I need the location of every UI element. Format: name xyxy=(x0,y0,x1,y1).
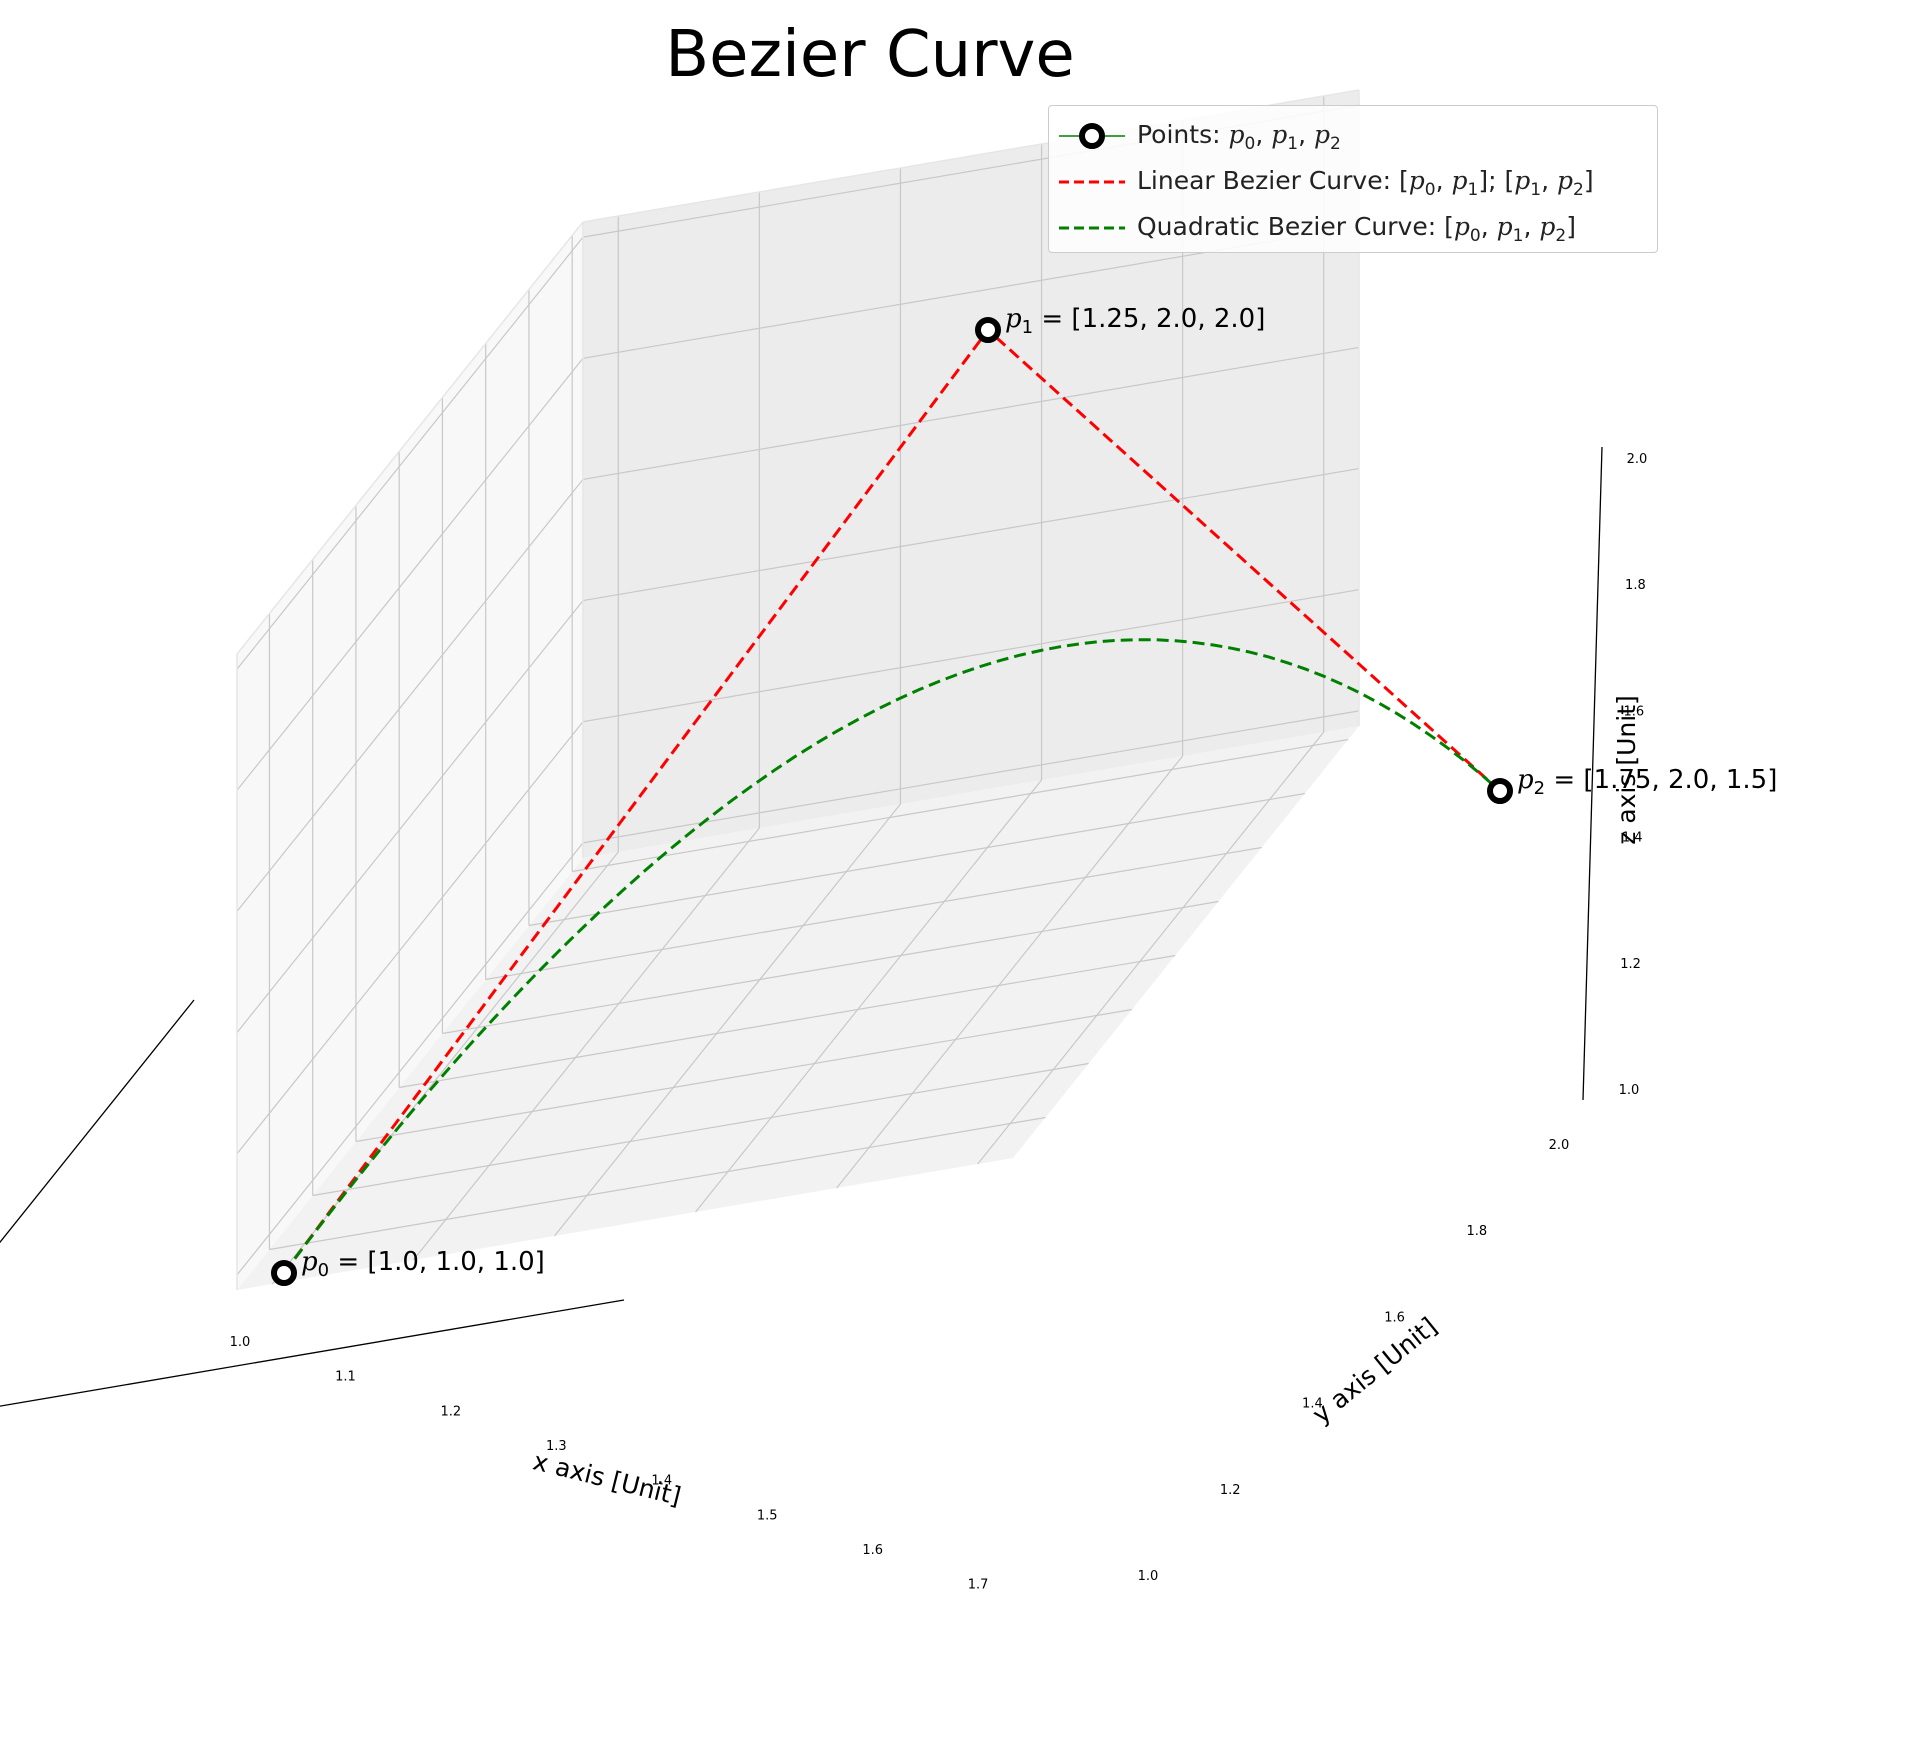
x-tick-label: 1.5 xyxy=(757,1508,778,1523)
y-tick-label: 1.2 xyxy=(1220,1483,1241,1498)
grid-line-z-back xyxy=(582,589,1360,723)
legend-item-linear: Linear Bezier Curve: [p0, p1]; [p1, p2] xyxy=(1049,160,1657,204)
point-label-p2: p2 = [1.75, 2.0, 1.5] xyxy=(1517,765,1777,799)
grid-line-x-floor xyxy=(269,1116,1046,1251)
y-tick-label: 1.8 xyxy=(1466,1224,1487,1239)
x-axis-line xyxy=(0,999,195,1244)
grid-line-x-floor xyxy=(399,954,1176,1089)
legend-label-quadratic: Quadratic Bezier Curve: [p0, p1, p2] xyxy=(1137,212,1576,246)
x-tick-label: 1.1 xyxy=(335,1370,356,1385)
point-annotations: p0 = [1.0, 1.0, 1.0] p1 = [1.25, 2.0, 2.0… xyxy=(301,304,1777,1281)
x-tick-label: 1.4 xyxy=(651,1474,672,1489)
grid-line-z-left xyxy=(236,600,584,1033)
x-tick-label: 1.0 xyxy=(230,1335,251,1350)
point-label-p0: p0 = [1.0, 1.0, 1.0] xyxy=(301,1247,545,1281)
grid-line-x-floor xyxy=(572,738,1349,873)
z-tick-label: 1.6 xyxy=(1623,704,1644,719)
grid-line-y-floor xyxy=(977,731,1325,1165)
z-tick-label: 2.0 xyxy=(1627,452,1648,467)
point-label-p1: p1 = [1.25, 2.0, 2.0] xyxy=(1005,304,1265,338)
grid-line-z-back xyxy=(582,710,1360,844)
grid-line-y-floor xyxy=(412,827,760,1261)
chart-title: Bezier Curve xyxy=(665,18,1075,92)
z-tick-label: 1.2 xyxy=(1620,957,1641,972)
marker-icon xyxy=(1059,123,1125,149)
point-marker-p1 xyxy=(975,317,1001,343)
grid-line-y-floor xyxy=(553,803,901,1237)
legend-label-linear: Linear Bezier Curve: [p0, p1]; [p1, p2] xyxy=(1137,166,1594,200)
y-tick-label: 2.0 xyxy=(1549,1138,1570,1153)
x-tick-label: 1.3 xyxy=(546,1439,567,1454)
x-axis-label: x axis [Unit] xyxy=(530,1446,684,1511)
x-tick-label: 1.6 xyxy=(862,1543,883,1558)
z-tick-label: 1.8 xyxy=(1625,578,1646,593)
grid-line-y-floor xyxy=(695,779,1043,1213)
grid-line-x-floor xyxy=(485,846,1262,981)
y-tick-label: 1.6 xyxy=(1384,1310,1405,1325)
pane-edge xyxy=(236,221,584,655)
left-pane xyxy=(237,222,583,1290)
z-tick-label: 1.4 xyxy=(1622,831,1643,846)
grid-line-z-left xyxy=(236,479,584,912)
z-axis-line xyxy=(1582,446,1603,1101)
grid-line-z-left xyxy=(236,236,584,670)
z-axis-label: z axis [Unit] xyxy=(1612,695,1641,845)
axis-lines xyxy=(0,446,1603,1407)
grid-lines xyxy=(236,89,1360,1290)
z-tick-label: 1.0 xyxy=(1619,1083,1640,1098)
grid-line-x-floor xyxy=(312,1062,1089,1197)
grid-line-x-floor xyxy=(442,900,1219,1035)
y-axis-line xyxy=(0,1299,625,1407)
axis-panes xyxy=(237,90,1359,1290)
dashed-line-icon xyxy=(1059,180,1125,184)
back-pane xyxy=(583,90,1359,858)
floor-pane xyxy=(237,726,1359,1290)
grid-line-z-left xyxy=(236,842,584,1276)
legend-item-points: Points: p0, p1, p2 xyxy=(1049,114,1657,158)
x-tick-label: 1.2 xyxy=(441,1404,462,1419)
grid-line-y-floor xyxy=(836,755,1184,1189)
point-marker-p2 xyxy=(1487,778,1513,804)
grid-line-x-floor xyxy=(528,792,1306,927)
x-tick-label: 1.7 xyxy=(968,1578,989,1593)
legend: Points: p0, p1, p2 Linear Bezier Curve: … xyxy=(1048,105,1658,253)
y-tick-label: 1.4 xyxy=(1302,1397,1323,1412)
series-layer xyxy=(271,317,1513,1286)
y-axis-label: y axis [Unit] xyxy=(1307,1312,1443,1430)
grid-line-x-floor xyxy=(355,1008,1133,1143)
quadratic-bezier-curve xyxy=(282,638,1501,1274)
grid-line-z-back xyxy=(582,346,1360,481)
legend-item-quadratic: Quadratic Bezier Curve: [p0, p1, p2] xyxy=(1049,206,1657,250)
tick-labels: 1.0 1.1 1.2 1.3 1.4 1.5 1.6 1.7 1.0 1.2 1.4 1.6 1.8 2… xyxy=(230,452,1648,1593)
grid-line-z-left xyxy=(236,357,584,791)
legend-label-points: Points: p0, p1, p2 xyxy=(1137,120,1341,154)
grid-line-z-left xyxy=(236,721,584,1155)
point-marker-p0 xyxy=(271,1260,297,1286)
y-tick-label: 1.0 xyxy=(1138,1569,1159,1584)
grid-line-z-back xyxy=(582,467,1360,602)
dashed-curve-icon xyxy=(1059,226,1125,230)
